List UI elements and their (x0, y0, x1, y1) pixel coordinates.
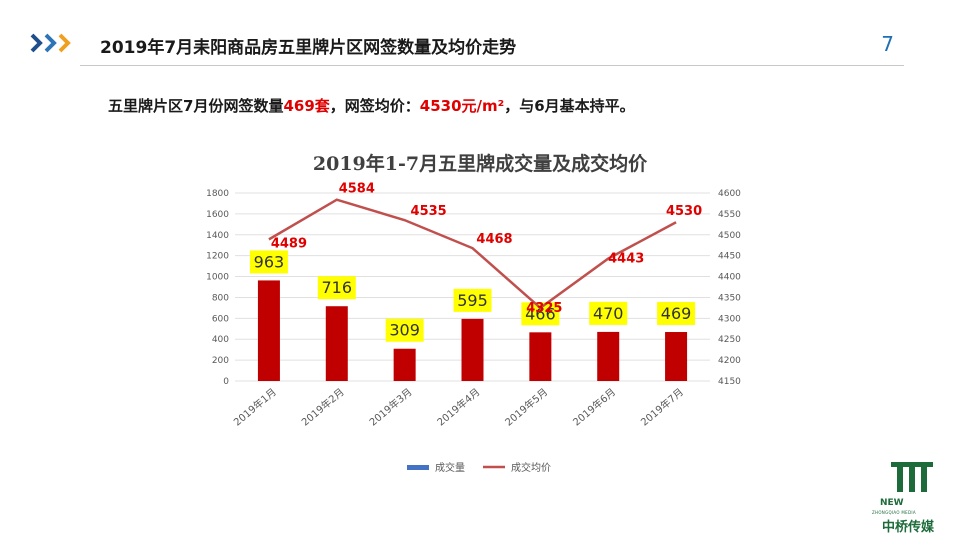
summary-count: 469套 (283, 97, 330, 115)
bar (529, 332, 552, 381)
bar-label-bg (521, 302, 560, 326)
bar-label-bg (249, 250, 288, 274)
bar-label: 716 (322, 278, 353, 297)
logo-name-cn: 中桥传媒 (882, 520, 935, 535)
chart-svg: 2019年1-7月五里牌成交量及成交均价 0 200 400 600 800 1000 12… (206, 152, 741, 474)
left-tick-label: 1600 (206, 210, 229, 220)
summary-text: 五里牌片区7月份网签数量469套，网签均价：4530元/m²，与6月基本持平。 (108, 95, 635, 116)
right-tick-label: 4350 (718, 293, 741, 303)
left-tick-label: 1400 (206, 231, 229, 241)
x-tick-label: 2019年7月 (638, 385, 686, 428)
bar (393, 348, 416, 381)
line-label: 4530 (666, 204, 702, 219)
x-tick-label: 2019年4月 (434, 385, 482, 428)
bar-label-bg (589, 301, 628, 325)
header-divider (80, 65, 904, 66)
left-tick-label: 200 (212, 356, 229, 366)
legend-label: 成交均价 (511, 461, 551, 474)
bar (325, 306, 348, 381)
bar-label-bg (453, 288, 492, 312)
bar-label: 470 (593, 304, 624, 323)
chart: 2019年1-7月五里牌成交量及成交均价 0 200 400 600 800 1000 12… (195, 140, 785, 485)
company-logo-icon (891, 462, 933, 492)
left-tick-label: 400 (212, 335, 229, 345)
x-tick-label: 2019年1月 (231, 385, 279, 428)
summary-prefix: 五里牌片区7月份网签数量 (108, 97, 284, 115)
legend: 成交量 成交均价 (407, 461, 551, 474)
bar-label: 466 (525, 304, 556, 323)
bar (665, 332, 688, 381)
bar-label-bg (385, 318, 424, 342)
left-tick-label: 800 (212, 293, 229, 303)
bar-label: 963 (254, 252, 285, 271)
right-tick-label: 4300 (718, 314, 741, 324)
logo-name-en: NEW (880, 498, 904, 508)
x-tick-label: 2019年6月 (570, 385, 618, 428)
chevron-right-icon (30, 33, 71, 53)
right-tick-label: 4400 (718, 273, 741, 283)
summary-price: 4530元/m² (419, 97, 505, 115)
bar-label-bg (317, 276, 356, 300)
bar-label-bg (657, 302, 696, 326)
summary-suffix: ，与6月基本持平。 (504, 97, 635, 115)
right-tick-label: 4500 (718, 231, 741, 241)
x-tick-label: 2019年3月 (367, 385, 415, 428)
right-tick-label: 4450 (718, 252, 741, 262)
legend-swatch-bar (407, 465, 429, 470)
page-number: 7 (881, 32, 894, 56)
x-tick-label: 2019年5月 (502, 385, 550, 428)
left-tick-label: 1000 (206, 273, 229, 283)
line-label: 4325 (526, 301, 562, 316)
x-tick-label: 2019年2月 (299, 385, 347, 428)
bar (461, 318, 484, 381)
header: 2019年7月耒阳商品房五里牌片区网签数量及均价走势 7 (0, 0, 960, 70)
right-tick-label: 4250 (718, 335, 741, 345)
right-tick-label: 4600 (718, 189, 741, 199)
page-title: 2019年7月耒阳商品房五里牌片区网签数量及均价走势 (100, 38, 517, 58)
left-tick-label: 0 (223, 377, 229, 387)
line-label: 4584 (339, 182, 375, 197)
chart-title: 2019年1-7月五里牌成交量及成交均价 (313, 152, 648, 175)
left-tick-label: 1200 (206, 252, 229, 262)
logo-sub-en: ZHONGQIAO MEDIA (872, 510, 916, 515)
bar-label: 469 (661, 304, 692, 323)
bar (257, 280, 280, 381)
line-label: 4468 (476, 232, 512, 247)
summary-mid: ，网签均价： (329, 97, 420, 115)
bar (597, 331, 620, 381)
legend-label: 成交量 (435, 461, 465, 474)
line-label: 4489 (271, 236, 307, 251)
left-tick-label: 1800 (206, 189, 229, 199)
price-line (268, 198, 677, 310)
bar-label: 309 (389, 321, 420, 340)
right-tick-label: 4550 (718, 210, 741, 220)
line-label: 4443 (608, 252, 644, 267)
bar-label: 595 (457, 291, 488, 310)
left-axis-ticks: 0 200 400 600 800 1000 1200 1400 1600 1800 (206, 189, 229, 387)
line-series: 4489 4584 4535 4468 4325 4443 4530 (268, 182, 702, 316)
right-axis-ticks: 4150 4200 4250 4300 4350 4400 4450 4500 4550 4600 (718, 189, 741, 387)
right-tick-label: 4200 (718, 356, 741, 366)
x-axis-ticks: 2019年1月 2019年2月 2019年3月 2019年4月 2019年5月 2019年… (231, 385, 686, 428)
line-label: 4535 (411, 204, 447, 219)
bar-series: 963 716 309 595 466 470 469 (249, 250, 696, 381)
left-tick-label: 600 (212, 314, 229, 324)
right-tick-label: 4150 (718, 377, 741, 387)
